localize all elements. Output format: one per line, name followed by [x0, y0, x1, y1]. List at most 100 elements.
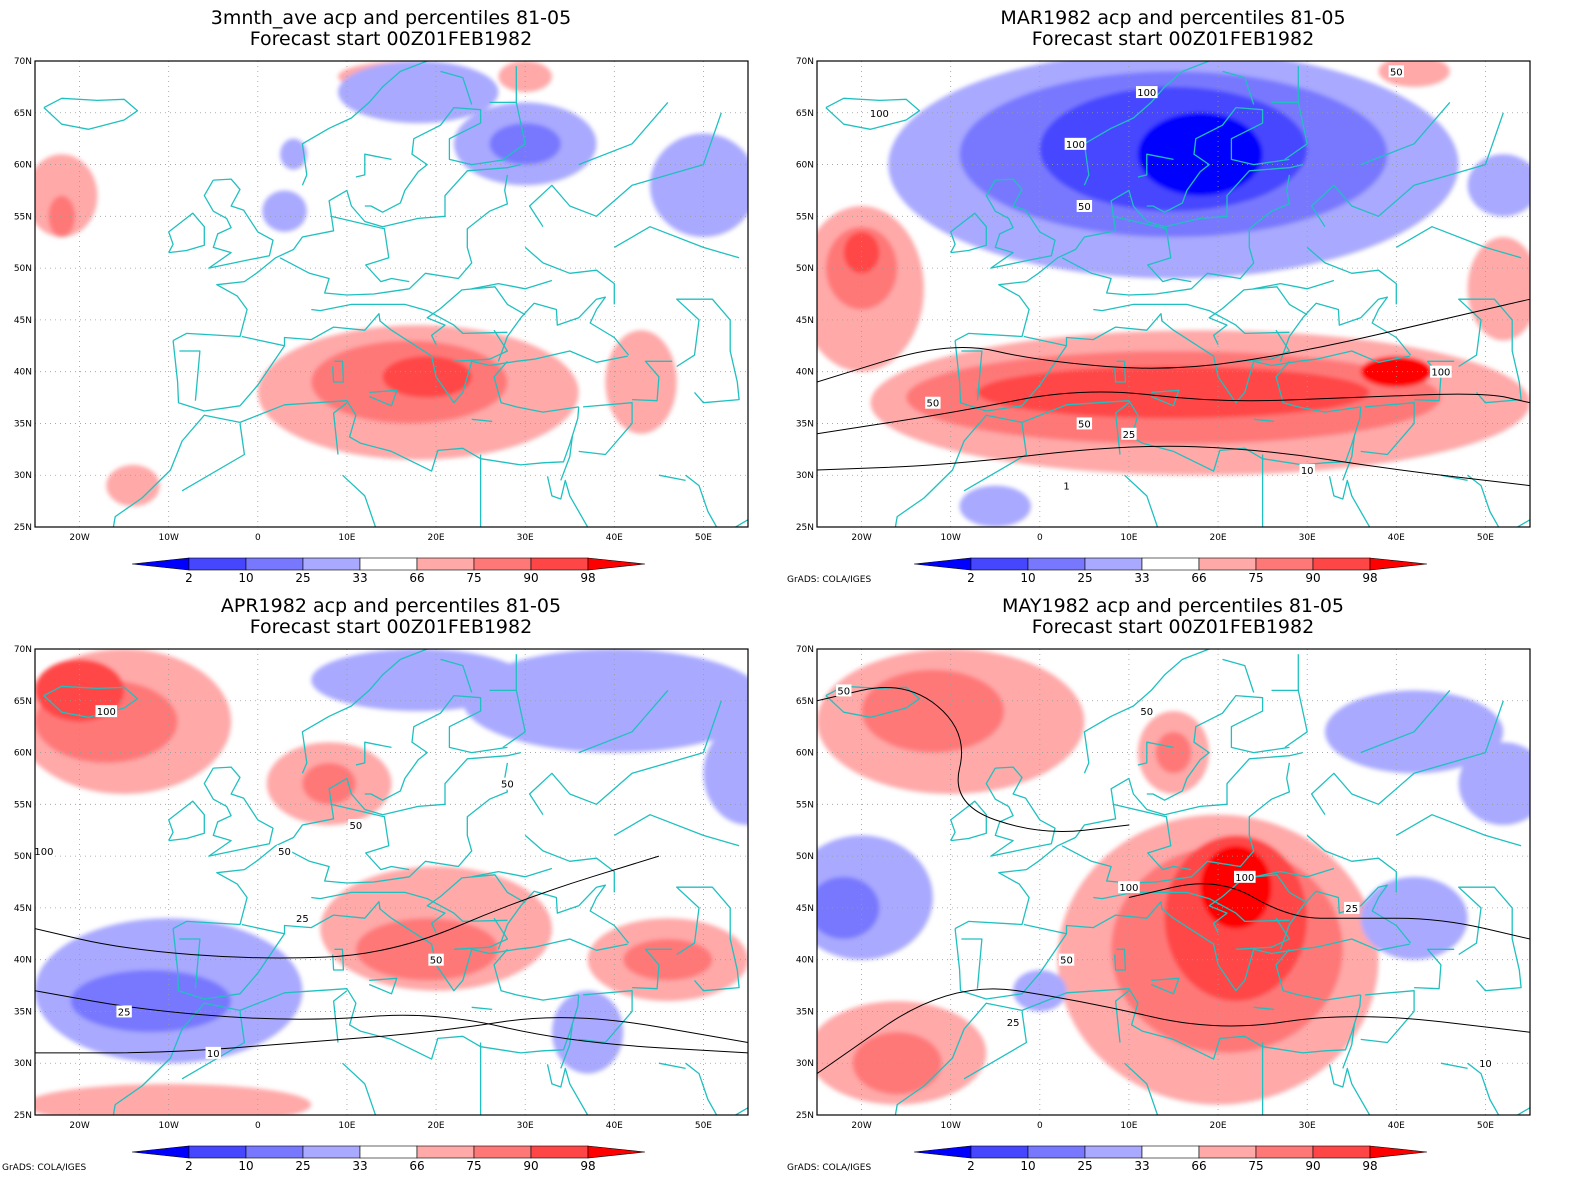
shaded-region-blue1: [817, 876, 880, 939]
colorbar-label: 98: [580, 571, 595, 584]
lat-tick-label: 70N: [14, 645, 32, 655]
contour-label: 25: [1121, 427, 1137, 441]
svg-text:50: 50: [1078, 419, 1091, 430]
shaded-region-red0: [35, 1083, 312, 1115]
shaded-region-red1: [623, 938, 713, 981]
colorbar-swatch: [1369, 1145, 1428, 1159]
lat-tick-label: 65N: [14, 109, 32, 119]
grads-credit: GrADS: COLA/IGES: [2, 1163, 87, 1173]
lon-tick-label: 30E: [1299, 1121, 1316, 1131]
shaded-region-blue0: [280, 138, 307, 170]
panel-subtitle: Forecast start 00Z01FEB1982: [1031, 616, 1315, 638]
panel-title: MAR1982 acp and percentiles 81-05: [1000, 7, 1346, 29]
lat-tick-label: 50N: [14, 852, 32, 862]
map-panel-2: MAR1982 acp and percentiles 81-05 Forecas…: [782, 0, 1564, 588]
colorbar-label: 75: [1248, 1159, 1263, 1172]
shaded-region-blue0: [703, 721, 748, 826]
colorbar-label: 2: [185, 571, 193, 584]
colorbar-label: 98: [1362, 1159, 1377, 1172]
shaded-region-red0: [1467, 237, 1530, 341]
map-frame: [34, 648, 749, 1116]
shaded-region-blue0: [311, 649, 526, 712]
svg-text:50: 50: [926, 399, 939, 410]
lat-tick-label: 40N: [796, 956, 814, 966]
colorbar-swatch: [1027, 557, 1086, 571]
colorbar-legend: 2 10 25 33 66 75 90 98: [132, 1145, 646, 1172]
lat-tick-label: 30N: [14, 471, 32, 481]
colorbar-label: 25: [1077, 571, 1092, 584]
contour-label: 50: [925, 396, 941, 410]
colorbar-label: 25: [1077, 1159, 1092, 1172]
colorbar-label: 90: [523, 571, 538, 584]
lat-tick-label: 70N: [796, 57, 814, 67]
contour-label: 50: [348, 819, 364, 832]
lat-tick-label: 70N: [796, 645, 814, 655]
lon-tick-label: 30E: [1299, 533, 1316, 543]
shaded-region-red0: [106, 464, 160, 507]
colorbar-swatch: [473, 557, 532, 571]
svg-text:100: 100: [1235, 873, 1254, 884]
lon-tick-label: 10W: [159, 1121, 179, 1131]
contour-label: 50: [836, 684, 852, 697]
colorbar-swatch: [1255, 1145, 1314, 1159]
colorbar-label: 75: [466, 571, 481, 584]
lat-tick-label: 35N: [796, 1007, 814, 1017]
lon-tick-label: 50E: [695, 533, 712, 543]
contour-label: 100: [1118, 881, 1140, 894]
coastline-layer: [825, 61, 1530, 527]
colorbar-swatch: [359, 557, 418, 571]
lat-tick-label: 50N: [796, 264, 814, 274]
contour-label: 25: [1005, 1015, 1021, 1029]
colorbar-swatch: [1027, 1145, 1086, 1159]
colorbar-label: 98: [580, 1159, 595, 1172]
contour-label: 50: [1076, 199, 1093, 213]
lon-tick-label: 20W: [851, 533, 871, 543]
map-frame: [34, 60, 749, 528]
contour-label: 50: [1388, 65, 1405, 78]
contour-line: [35, 1017, 748, 1054]
coastline-layer: [43, 649, 748, 1115]
lat-tick-label: 65N: [796, 697, 814, 707]
contour-label: 50: [276, 844, 293, 858]
colorbar-label: 98: [1362, 571, 1377, 584]
svg-text:25: 25: [1345, 904, 1358, 915]
lat-tick-label: 25N: [14, 1111, 32, 1121]
lon-tick-label: 20W: [851, 1121, 871, 1131]
shaded-region-red2: [382, 356, 472, 398]
lat-tick-label: 25N: [796, 523, 814, 533]
colorbar-legend: 2 10 25 33 66 75 90 98: [132, 557, 646, 584]
precip-percentile-map: 70N 65N 60N 55N 50N 45N 40N 35N 30N 25N 20W 10W 0 10E…: [14, 57, 749, 543]
colorbar-swatch: [1084, 557, 1143, 571]
lat-tick-label: 55N: [796, 800, 814, 810]
shaded-region-blue0: [1467, 154, 1530, 217]
lat-tick-label: 70N: [14, 57, 32, 67]
contour-label: 100: [35, 844, 55, 858]
lon-tick-label: 0: [255, 533, 261, 543]
svg-text:25: 25: [1123, 430, 1136, 441]
lon-tick-label: 20W: [69, 533, 89, 543]
colorbar-swatch: [245, 557, 304, 571]
colorbar-legend: 2 10 25 33 66 75 90 98: [914, 557, 1428, 584]
svg-text:10: 10: [1301, 466, 1314, 477]
contour-line: [1128, 883, 1530, 940]
colorbar-swatch: [587, 1145, 646, 1159]
lat-tick-label: 60N: [14, 749, 32, 759]
lon-tick-label: 20E: [427, 1121, 444, 1131]
panel-title: MAY1982 acp and percentiles 81-05: [1001, 595, 1345, 617]
lon-tick-label: 10W: [159, 533, 179, 543]
colorbar-swatch: [1141, 557, 1200, 571]
colorbar-swatch: [970, 1145, 1029, 1159]
colorbar-swatch: [188, 1145, 247, 1159]
colorbar-swatch: [359, 1145, 418, 1159]
coastline-layer: [43, 61, 748, 527]
svg-text:50: 50: [837, 686, 850, 697]
grads-credit: GrADS: COLA/IGES: [787, 1163, 872, 1173]
contour-line: [35, 990, 748, 1054]
colorbar-swatch: [1255, 557, 1314, 571]
svg-text:50: 50: [278, 847, 291, 858]
precip-percentile-map: 100 100 50 50 50 50 25 10 25 70N 65N 60N 55N 50N 45N 40…: [14, 645, 749, 1131]
lon-tick-label: 10W: [941, 533, 961, 543]
lat-tick-label: 40N: [796, 368, 814, 378]
lat-tick-label: 45N: [14, 904, 32, 914]
lat-tick-label: 45N: [14, 316, 32, 326]
